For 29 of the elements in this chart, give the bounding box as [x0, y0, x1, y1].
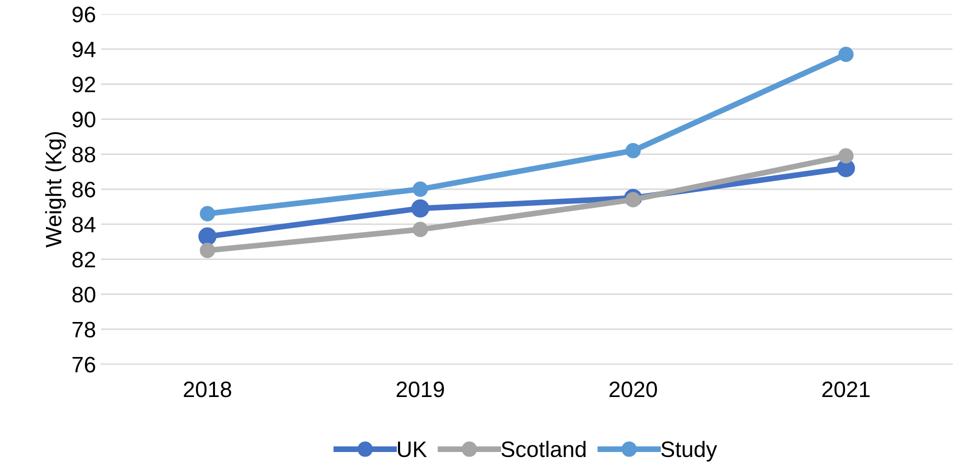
y-axis-title: Weight (Kg)	[45, 132, 66, 248]
y-tick-label: 78	[72, 322, 96, 338]
point	[412, 182, 428, 197]
y-tick-label: 82	[72, 252, 96, 268]
y-tick-label: 92	[72, 76, 96, 92]
y-tick-label: 90	[72, 112, 96, 128]
legend-label: Study	[661, 440, 718, 462]
y-tick-label: 88	[72, 146, 96, 162]
point	[200, 206, 216, 222]
y-tick-label: 86	[72, 182, 96, 198]
x-tick-label: 2020	[610, 382, 657, 398]
point	[838, 148, 854, 164]
legend-label: Scotland	[501, 440, 586, 458]
x-tick-label: 2018	[184, 382, 232, 398]
point	[625, 143, 641, 158]
point	[411, 199, 430, 218]
point	[198, 227, 216, 246]
y-tick-label: 96	[72, 6, 96, 22]
point	[412, 222, 428, 238]
x-tick-label: 2021	[822, 382, 870, 398]
y-tick-label: 94	[72, 42, 96, 58]
x-tick-label: 2019	[396, 382, 444, 398]
point	[625, 192, 641, 208]
y-tick-label: 84	[72, 216, 96, 232]
y-tick-label: 76	[72, 356, 96, 373]
point	[838, 46, 854, 62]
y-tick-label: 80	[72, 286, 96, 302]
legend-label: UK	[398, 442, 427, 458]
point	[200, 242, 216, 258]
